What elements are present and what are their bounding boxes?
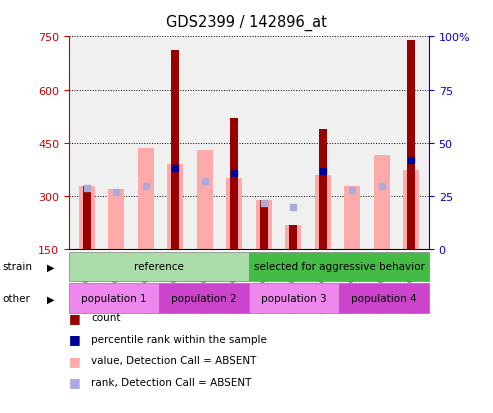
Bar <box>339 284 429 313</box>
Text: count: count <box>91 313 121 323</box>
Text: ■: ■ <box>69 354 81 367</box>
Bar <box>171 51 179 250</box>
Text: ▶: ▶ <box>47 294 54 304</box>
Bar <box>230 119 238 250</box>
Bar <box>318 129 327 250</box>
Bar <box>197 151 213 250</box>
Text: ■: ■ <box>69 332 81 346</box>
Text: percentile rank within the sample: percentile rank within the sample <box>91 334 267 344</box>
Bar <box>78 186 95 250</box>
Text: population 2: population 2 <box>171 294 237 304</box>
Text: population 4: population 4 <box>351 294 417 304</box>
Bar <box>255 200 272 250</box>
Bar <box>69 284 159 313</box>
Text: population 1: population 1 <box>81 294 147 304</box>
Bar <box>249 252 429 282</box>
Bar <box>407 41 415 250</box>
Bar <box>108 190 124 250</box>
Bar <box>167 165 183 250</box>
Text: strain: strain <box>2 262 33 272</box>
Bar <box>374 156 390 250</box>
Text: ■: ■ <box>69 375 81 389</box>
Text: rank, Detection Call = ABSENT: rank, Detection Call = ABSENT <box>91 377 251 387</box>
Text: value, Detection Call = ABSENT: value, Detection Call = ABSENT <box>91 356 256 366</box>
Bar <box>159 284 249 313</box>
Text: ■: ■ <box>69 311 81 324</box>
Bar <box>344 186 360 250</box>
Bar <box>285 225 301 250</box>
Bar <box>289 225 297 250</box>
Bar <box>69 252 249 282</box>
Bar <box>249 284 339 313</box>
Bar <box>138 149 154 250</box>
Bar <box>315 176 331 250</box>
Bar <box>226 179 243 250</box>
Text: other: other <box>2 294 31 304</box>
Bar <box>83 186 91 250</box>
Bar <box>260 200 268 250</box>
Text: ▶: ▶ <box>47 262 54 272</box>
Text: selected for aggressive behavior: selected for aggressive behavior <box>253 262 424 272</box>
Text: reference: reference <box>134 262 184 272</box>
Text: GDS2399 / 142896_at: GDS2399 / 142896_at <box>166 14 327 31</box>
Bar <box>403 170 420 250</box>
Text: population 3: population 3 <box>261 294 327 304</box>
